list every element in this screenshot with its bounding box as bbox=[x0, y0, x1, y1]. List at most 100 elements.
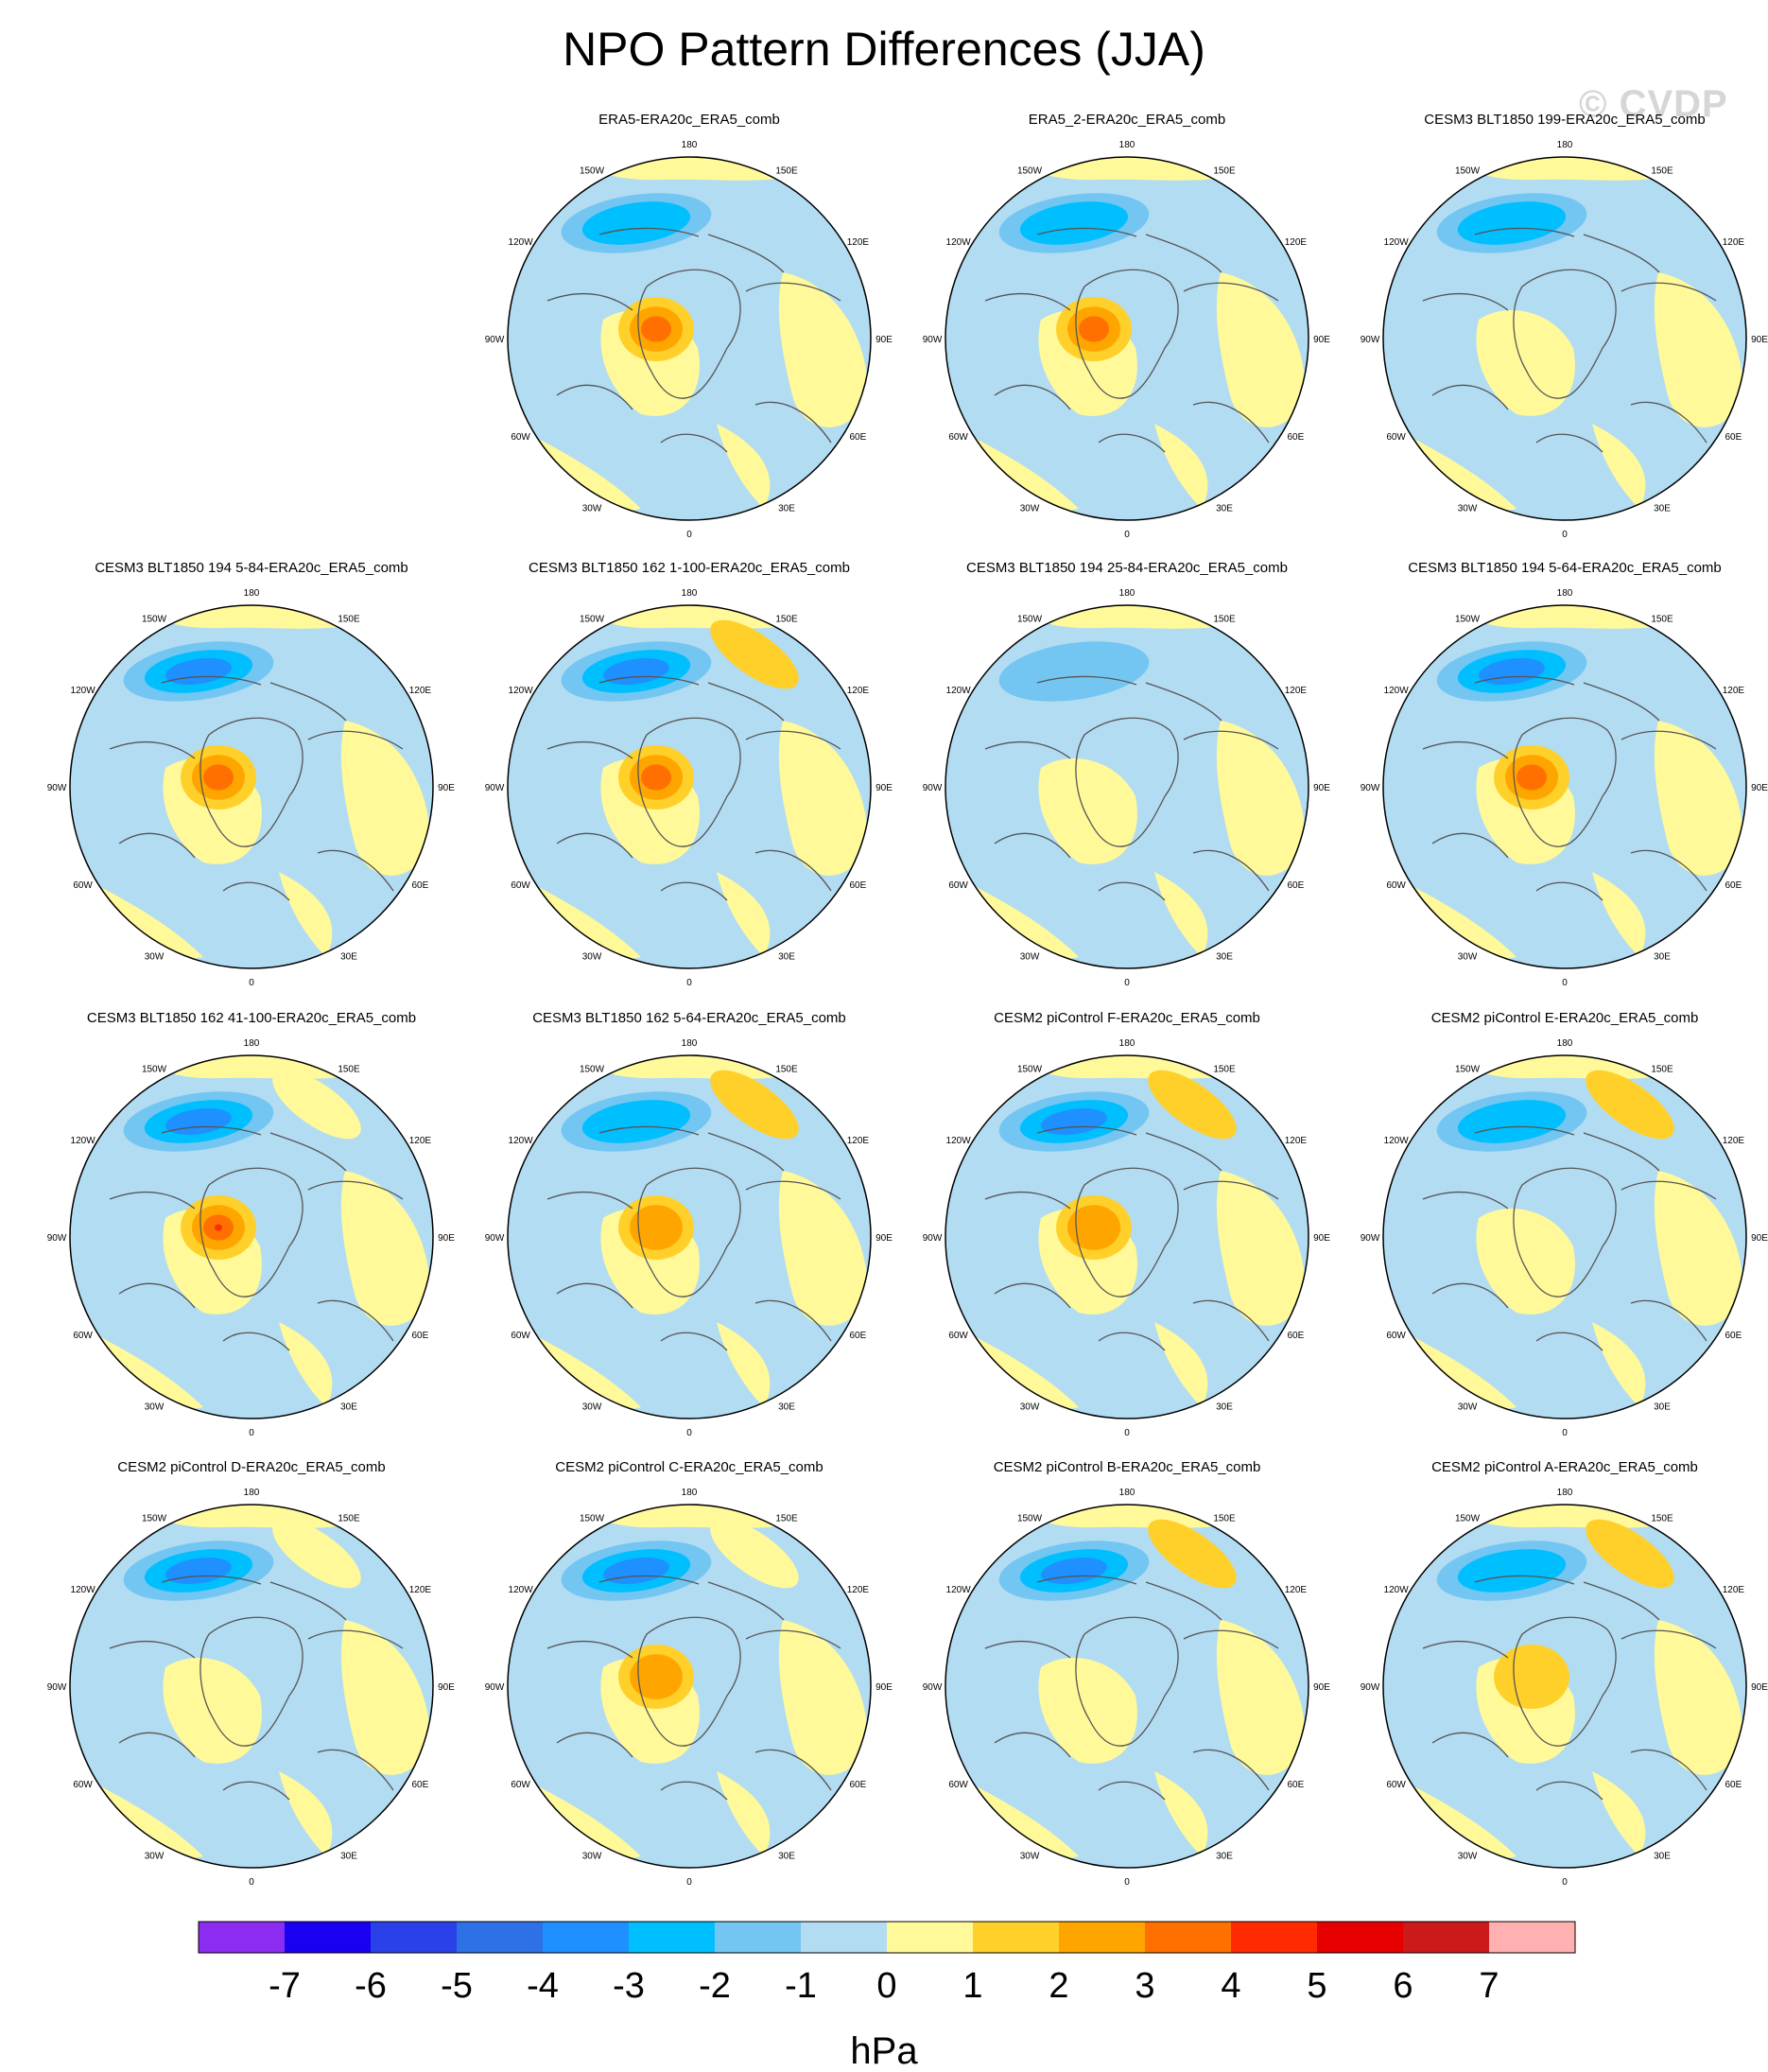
longitude-label: 150E bbox=[775, 166, 798, 177]
positive-anomaly-region bbox=[279, 872, 333, 957]
colorbar-tick-label: -5 bbox=[441, 1966, 473, 2006]
polar-map: 180 150E 120E 90E 60E 30E 0 30W 60W 90W 120W 150W bbox=[47, 588, 456, 988]
map-border bbox=[1382, 1504, 1747, 1869]
coastline bbox=[984, 1125, 1279, 1351]
longitude-label: 60W bbox=[948, 432, 968, 443]
longitude-label: 150E bbox=[1651, 1065, 1673, 1075]
longitude-label: 90W bbox=[485, 1233, 505, 1244]
longitude-label: 60W bbox=[1386, 1780, 1406, 1790]
negative-anomaly-contour bbox=[1457, 201, 1567, 245]
positive-anomaly-region bbox=[1476, 1209, 1575, 1315]
map-border bbox=[1382, 1054, 1747, 1419]
colorbar-bin bbox=[285, 1922, 371, 1953]
longitude-label: 60W bbox=[511, 1780, 530, 1790]
map-panel: CESM2 piControl E-ERA20c_ERA5_comb 180 150… bbox=[1346, 1010, 1768, 1454]
panel-title: CESM3 BLT1850 162 41-100-ERA20c_ERA5_com… bbox=[86, 1010, 417, 1026]
longitude-label: 0 bbox=[686, 978, 692, 988]
panel-title: CESM2 piControl C-ERA20c_ERA5_comb bbox=[555, 1459, 823, 1475]
longitude-label: 60W bbox=[73, 880, 93, 891]
longitude-label: 30E bbox=[1654, 503, 1671, 514]
longitude-label: 60E bbox=[1288, 432, 1305, 443]
panel-title: CESM2 piControl B-ERA20c_ERA5_comb bbox=[993, 1459, 1261, 1475]
positive-anomaly-region bbox=[1458, 1505, 1687, 1528]
longitude-label: 60E bbox=[850, 880, 867, 891]
polar-map: 180 150E 120E 90E 60E 30E 0 30W 60W 90W 120W 150W bbox=[485, 1038, 893, 1438]
figure-title: NPO Pattern Differences (JJA) bbox=[563, 23, 1205, 76]
colorbar-tick-label: 4 bbox=[1221, 1966, 1240, 2006]
longitude-label: 30W bbox=[145, 1851, 165, 1861]
longitude-label: 120W bbox=[71, 1585, 96, 1595]
longitude-label: 120E bbox=[1723, 1585, 1745, 1595]
polar-map: 180 150E 120E 90E 60E 30E 0 30W 60W 90W 120W 150W bbox=[1361, 1488, 1768, 1888]
positive-anomaly-region bbox=[778, 1620, 868, 1775]
map-border bbox=[1382, 156, 1747, 521]
longitude-label: 90W bbox=[1361, 1233, 1380, 1244]
longitude-label: 60W bbox=[73, 1331, 93, 1341]
longitude-label: 30E bbox=[1216, 1402, 1233, 1412]
panel-title: CESM2 piControl E-ERA20c_ERA5_comb bbox=[1430, 1010, 1699, 1026]
longitude-label: 0 bbox=[1124, 978, 1130, 988]
positive-anomaly-region bbox=[1154, 1322, 1208, 1407]
longitude-label: 120E bbox=[847, 1136, 870, 1146]
panel-title: CESM2 piControl D-ERA20c_ERA5_comb bbox=[117, 1459, 386, 1475]
longitude-label: 150W bbox=[1017, 1514, 1043, 1524]
map-border bbox=[945, 1504, 1309, 1869]
negative-anomaly-contour bbox=[1457, 1100, 1567, 1143]
positive-anomaly-region bbox=[340, 721, 430, 876]
panel-title: ERA5_2-ERA20c_ERA5_comb bbox=[1028, 112, 1226, 128]
positive-anomaly-contour bbox=[630, 1205, 683, 1250]
longitude-label: 180 bbox=[1119, 1488, 1135, 1498]
colorbar-tick-label: 7 bbox=[1479, 1966, 1499, 2006]
map-panel: CESM2 piControl C-ERA20c_ERA5_comb 180 150… bbox=[471, 1459, 908, 1904]
positive-anomaly-lobe bbox=[710, 1519, 799, 1589]
longitude-label: 90E bbox=[1313, 335, 1330, 345]
longitude-label: 30W bbox=[1458, 1851, 1478, 1861]
panel-title: CESM3 BLT1850 194 5-64-ERA20c_ERA5_comb bbox=[1408, 560, 1722, 576]
colorbar-tick-label: -2 bbox=[699, 1966, 731, 2006]
coastline bbox=[546, 1575, 841, 1801]
longitude-label: 0 bbox=[249, 1428, 254, 1438]
polar-map: 180 150E 120E 90E 60E 30E 0 30W 60W 90W 120W 150W bbox=[1361, 1038, 1768, 1438]
map-border bbox=[1382, 604, 1747, 969]
polar-map: 180 150E 120E 90E 60E 30E 0 30W 60W 90W 120W 150W bbox=[47, 1488, 456, 1888]
positive-anomaly-region bbox=[1038, 1658, 1137, 1764]
longitude-label: 120W bbox=[509, 1585, 534, 1595]
positive-anomaly-contour bbox=[1494, 1645, 1569, 1709]
colorbar: -7 -6 -5 -4 -3 -2 -1 0 1 2 3 4 5 6 7 bbox=[198, 1921, 1576, 2006]
longitude-label: 150W bbox=[1017, 166, 1043, 177]
longitude-label: 30W bbox=[1020, 951, 1040, 962]
longitude-label: 60W bbox=[1386, 1331, 1406, 1341]
longitude-label: 30E bbox=[1654, 1402, 1671, 1412]
longitude-label: 90W bbox=[485, 783, 505, 793]
longitude-label: 0 bbox=[1562, 530, 1568, 540]
longitude-label: 90W bbox=[1361, 783, 1380, 793]
positive-anomaly-contour bbox=[1067, 1205, 1120, 1250]
colorbar-outline bbox=[198, 1921, 1576, 1954]
longitude-label: 180 bbox=[682, 140, 698, 150]
positive-anomaly-region bbox=[778, 272, 868, 427]
longitude-label: 30E bbox=[778, 1851, 795, 1861]
longitude-label: 180 bbox=[1557, 1488, 1573, 1498]
coastline bbox=[546, 1125, 841, 1351]
positive-anomaly-lobe bbox=[710, 619, 799, 689]
positive-anomaly-contour bbox=[203, 764, 234, 791]
positive-anomaly-region bbox=[145, 605, 373, 629]
positive-anomaly-region bbox=[778, 1171, 868, 1326]
longitude-label: 0 bbox=[1124, 1877, 1130, 1888]
longitude-label: 0 bbox=[249, 1877, 254, 1888]
longitude-label: 150W bbox=[142, 1065, 167, 1075]
longitude-label: 30E bbox=[340, 1402, 357, 1412]
positive-anomaly-region bbox=[717, 424, 771, 509]
colorbar-tick-label: -4 bbox=[527, 1966, 559, 2006]
longitude-label: 30W bbox=[582, 951, 602, 962]
longitude-label: 150E bbox=[1651, 166, 1673, 177]
positive-anomaly-region bbox=[1654, 272, 1743, 427]
positive-anomaly-region bbox=[279, 1771, 333, 1856]
longitude-label: 180 bbox=[1557, 1038, 1573, 1049]
longitude-label: 30W bbox=[1458, 503, 1478, 514]
positive-anomaly-lobe bbox=[1148, 1070, 1237, 1140]
positive-anomaly-lobe bbox=[1586, 1070, 1674, 1140]
coastline bbox=[1422, 1575, 1717, 1801]
longitude-label: 90W bbox=[923, 335, 943, 345]
positive-anomaly-region bbox=[1458, 1055, 1687, 1079]
